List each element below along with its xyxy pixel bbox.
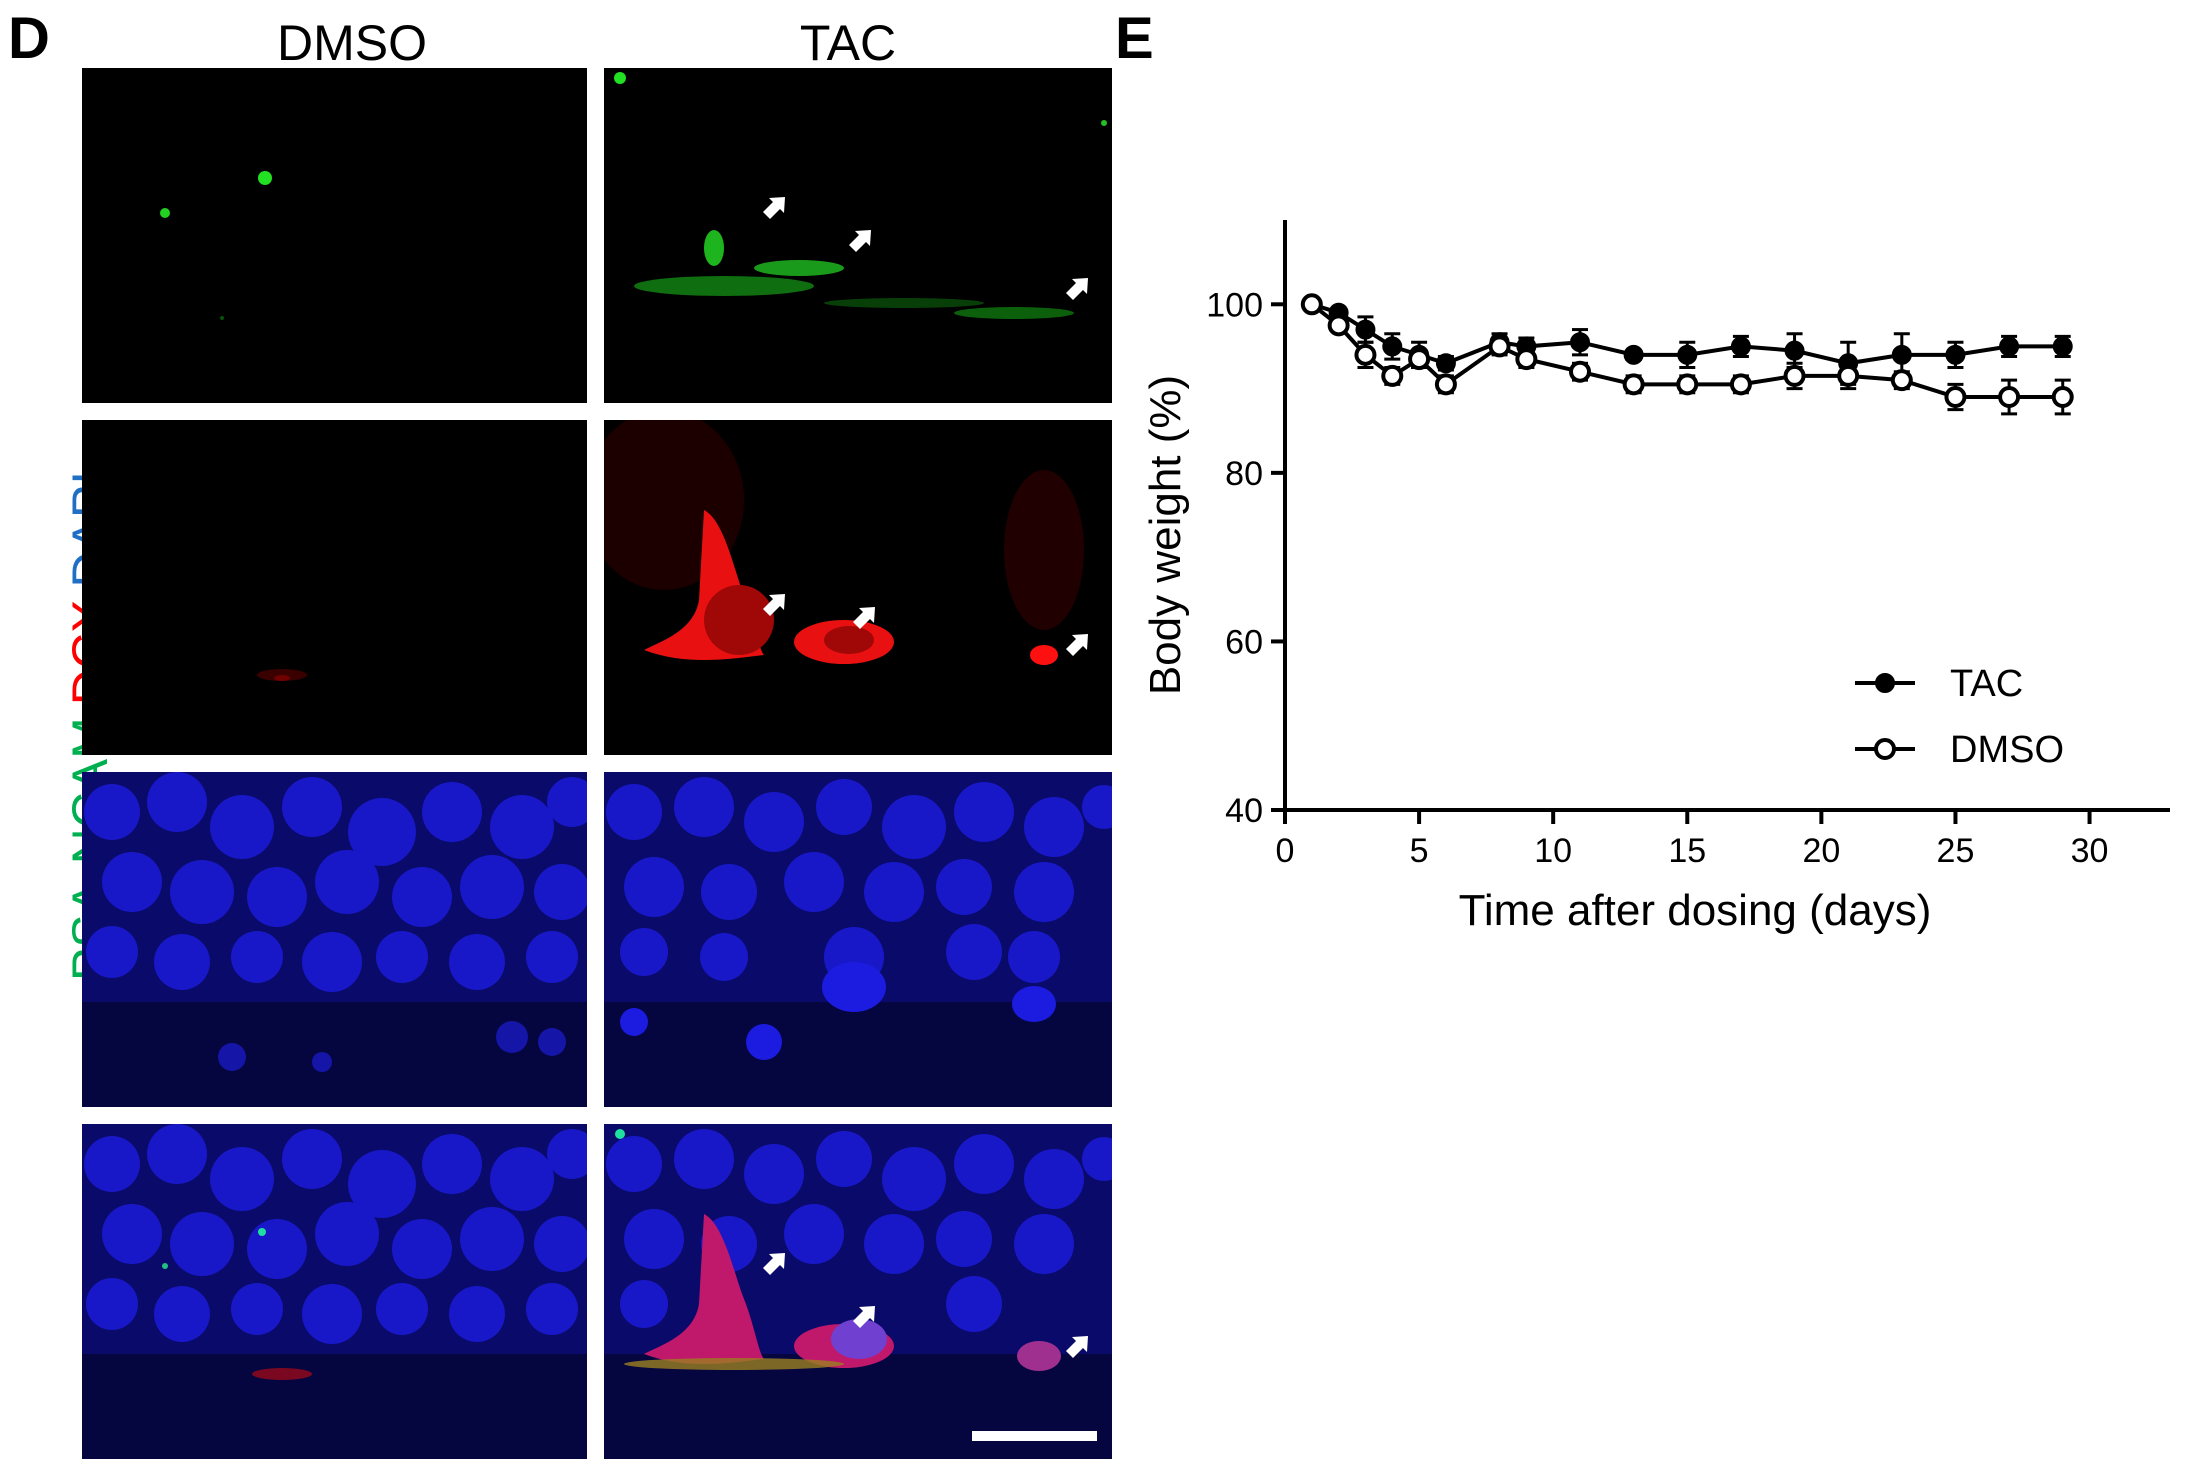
data-point-tac xyxy=(2052,336,2073,357)
arrow-icon xyxy=(763,197,1088,300)
data-point-tac xyxy=(1784,340,1805,361)
micrograph-tac-merge xyxy=(604,1124,1112,1459)
data-point-dmso xyxy=(1569,360,1591,383)
data-point-tac xyxy=(1999,336,2020,357)
data-point-dmso xyxy=(1837,364,1860,387)
y-tick-label: 100 xyxy=(1206,286,1263,324)
column-label-dmso: DMSO xyxy=(277,15,427,71)
data-point-tac xyxy=(1570,332,1590,353)
data-point-tac xyxy=(1355,319,1376,340)
scale-bar xyxy=(972,1431,1097,1441)
micrograph-dmso-merge xyxy=(82,1124,587,1459)
y-tick-label: 60 xyxy=(1225,623,1263,661)
arrow-icon xyxy=(763,1253,1088,1358)
legend-marker-dmso xyxy=(1874,738,1896,760)
y-axis-label: Body weight (%) xyxy=(1141,375,1190,695)
micrograph-image xyxy=(604,1124,1112,1459)
data-point-dmso xyxy=(1676,373,1699,396)
x-tick-label: 10 xyxy=(1534,832,1572,870)
micrograph-image xyxy=(82,1124,587,1459)
panel-e-letter: E xyxy=(1115,6,1154,71)
data-point-dmso xyxy=(2051,386,2074,408)
x-tick-label: 25 xyxy=(1937,832,1975,870)
data-point-dmso xyxy=(1300,293,1323,316)
x-axis-label: Time after dosing (days) xyxy=(1459,886,1932,935)
data-point-dmso xyxy=(1434,373,1457,396)
x-tick-label: 30 xyxy=(2071,832,2109,870)
micrograph-image xyxy=(82,420,587,755)
data-point-dmso xyxy=(1515,348,1538,371)
data-point-dmso xyxy=(1729,373,1752,396)
data-point-dmso xyxy=(1327,314,1350,337)
data-point-tac xyxy=(1730,336,1751,357)
y-tick-label: 40 xyxy=(1225,792,1263,830)
body-weight-chart: 40 60 80 100 0 5 10 15 20 25 30 Time after dosing (… xyxy=(1141,220,2170,935)
x-tick-label: 20 xyxy=(1802,832,1840,870)
data-point-tac xyxy=(1891,344,1912,365)
arrow-icon xyxy=(763,594,1088,656)
micrograph-image xyxy=(82,772,587,1107)
data-point-dmso xyxy=(1408,348,1431,371)
data-point-dmso xyxy=(1998,386,2021,408)
data-point-tac xyxy=(1382,336,1403,357)
micrograph-tac-dapi xyxy=(604,772,1112,1107)
data-point-dmso xyxy=(1622,373,1645,396)
x-tick-label: 0 xyxy=(1276,832,1295,870)
micrograph-tac-dcx xyxy=(604,420,1112,755)
y-tick-label: 80 xyxy=(1225,455,1263,493)
micrograph-dmso-dapi xyxy=(82,772,587,1107)
data-point-tac xyxy=(1677,344,1698,365)
data-point-dmso xyxy=(1381,364,1404,387)
data-point-dmso xyxy=(1783,364,1806,387)
micrograph-image xyxy=(604,420,1112,755)
micrograph-dmso-psa-ncam xyxy=(82,68,587,403)
data-point-dmso xyxy=(1488,335,1511,358)
x-tick-label: 15 xyxy=(1668,832,1706,870)
micrograph-tac-psa-ncam xyxy=(604,68,1112,403)
legend-label-dmso: DMSO xyxy=(1950,729,2064,771)
micrograph-image xyxy=(82,68,587,403)
legend-label-tac: TAC xyxy=(1950,663,2023,705)
micrograph-dmso-dcx xyxy=(82,420,587,755)
micrograph-image xyxy=(604,68,1112,403)
data-point-tac xyxy=(1623,344,1644,365)
micrograph-image xyxy=(604,772,1112,1107)
data-point-tac xyxy=(1435,353,1456,374)
data-point-tac xyxy=(1945,344,1966,365)
legend-marker-tac xyxy=(1875,673,1895,693)
column-label-tac: TAC xyxy=(799,15,897,71)
data-point-dmso xyxy=(1944,386,1967,408)
panel-d-letter: D xyxy=(8,6,50,71)
x-tick-label: 5 xyxy=(1410,832,1429,870)
data-point-dmso xyxy=(1354,343,1377,366)
data-point-dmso xyxy=(1890,369,1913,392)
